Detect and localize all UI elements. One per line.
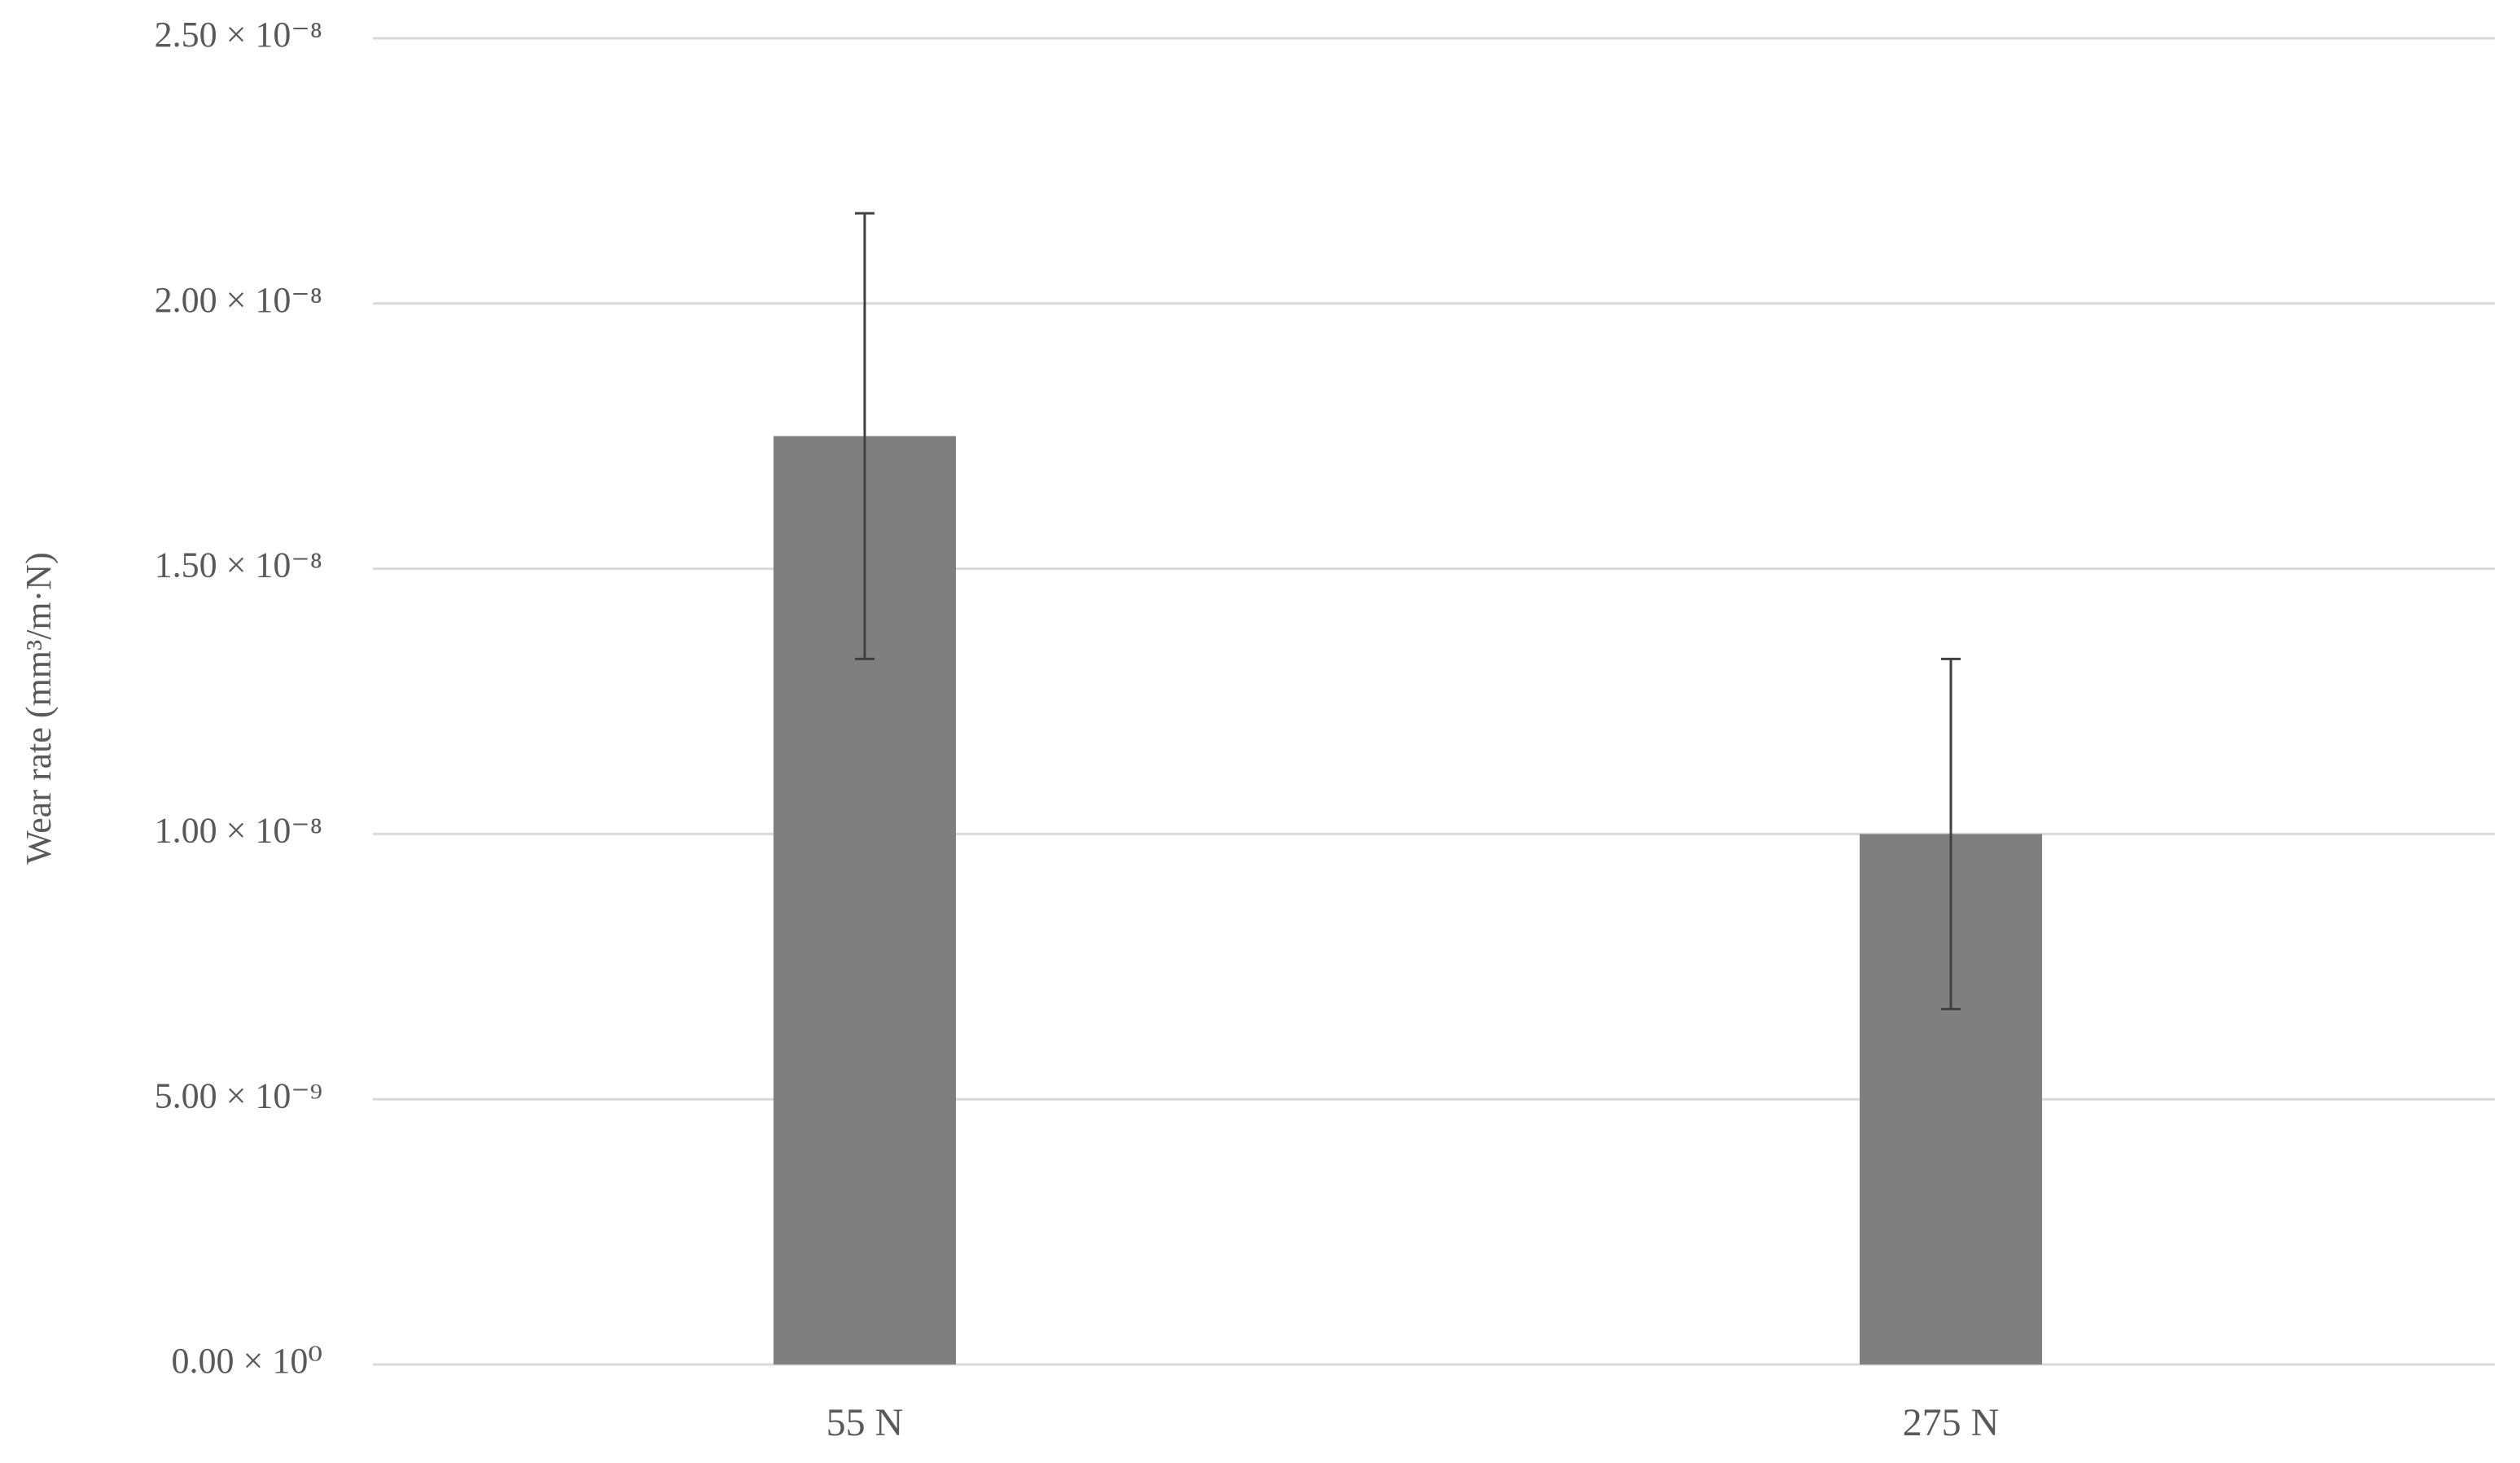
y-tick-label: 0.00 × 10⁰ xyxy=(172,1341,322,1381)
y-tick-label: 1.00 × 10⁻⁸ xyxy=(155,810,322,850)
y-tick-label: 5.00 × 10⁻⁹ xyxy=(155,1075,322,1115)
error-bar xyxy=(855,212,874,660)
x-tick-label: 55 N xyxy=(826,1401,904,1444)
y-tick-label: 2.50 × 10⁻⁸ xyxy=(155,15,322,55)
error-bar xyxy=(1941,657,1961,1010)
y-tick-label: 1.50 × 10⁻⁸ xyxy=(155,545,322,585)
y-tick-label: 2.00 × 10⁻⁸ xyxy=(155,280,322,320)
x-tick-label: 275 N xyxy=(1903,1401,2000,1444)
y-axis-label: Wear rate (mm³/m·N) xyxy=(19,552,59,864)
